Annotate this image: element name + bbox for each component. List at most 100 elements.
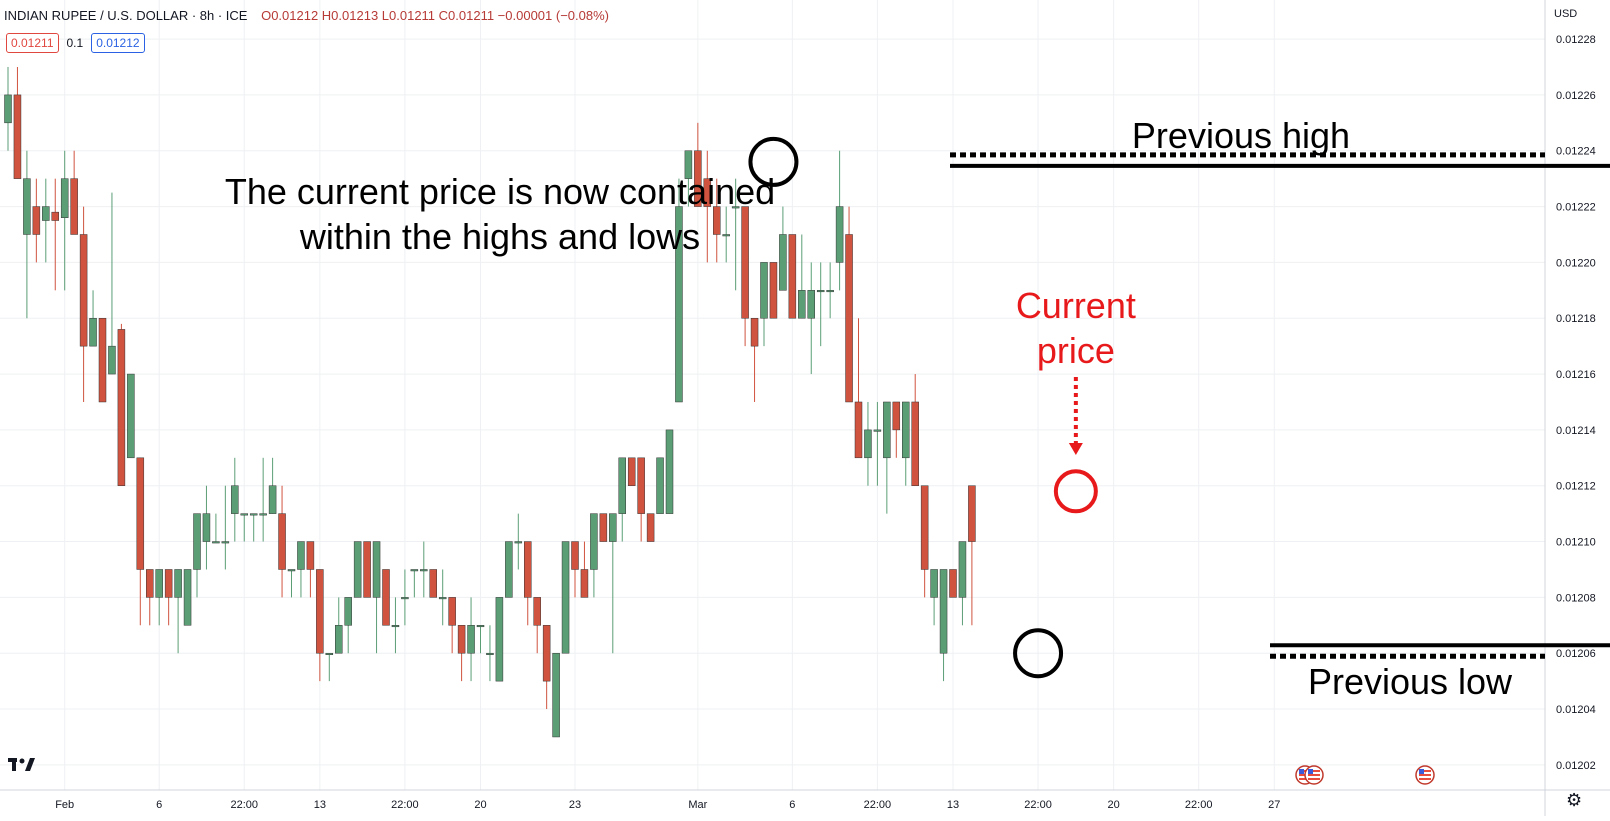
candle-body [438,597,447,600]
candle-body [363,541,371,598]
time-tick-label: 20 [474,799,486,811]
current-price-label-line-1: Current [1016,285,1136,326]
candle-body [958,541,967,598]
candle-body [89,317,97,347]
time-tick-label: 22:00 [1024,799,1052,811]
time-tick-label: 22:00 [391,799,419,811]
price-tick-label: 0.01212 [1556,481,1596,493]
candle-body [665,429,674,514]
bid-price-button[interactable]: 0.01211 [6,33,59,53]
current-price-label-line-2: price [1037,330,1115,371]
ask-price-button[interactable]: 0.01212 [91,33,145,53]
current-price-circle [1053,469,1098,514]
currency-selector[interactable]: USD [1554,8,1577,20]
candle-body [259,513,267,516]
candle-body [675,206,683,403]
candle-body [429,569,437,598]
bid-ask-row: 0.01211 0.1 0.01212 [6,33,145,53]
gear-icon[interactable]: ⚙ [1566,790,1583,810]
us-flag-icon[interactable] [1304,765,1324,785]
candle-body [968,485,976,542]
candle-body [212,541,220,544]
time-tick-label: 13 [314,799,326,811]
candle-body [864,429,872,459]
candle-body [316,569,324,654]
candle-body [79,234,88,347]
level-touch-circle [748,136,799,187]
time-tick-label: 20 [1108,799,1120,811]
candle-body [391,625,400,628]
candle-body [457,625,466,654]
candle-body [202,513,211,542]
candle-body [798,290,806,319]
candle-body [486,652,494,655]
candle-body [542,625,551,682]
candle-body [618,457,626,514]
main-annotation-line-2: within the highs and lows [299,216,700,257]
candle-body [231,485,239,514]
price-tick-label: 0.01218 [1556,313,1596,325]
candle-body [382,569,390,626]
time-tick-label: 22:00 [864,799,892,811]
candle-body [911,401,919,486]
time-tick-label: 27 [1268,799,1280,811]
us-flag-icon[interactable] [1415,765,1435,785]
time-tick-label: 6 [156,799,162,811]
previous-low-label: Previous low [1308,661,1513,702]
candle-body [694,150,702,207]
candle-body [32,206,41,235]
symbol-title[interactable]: INDIAN RUPEE / U.S. DOLLAR · 8h · ICE [4,8,248,23]
candle-body [4,94,12,124]
candle-body [769,262,778,319]
current-price-arrow-head [1068,443,1083,455]
time-tick-label: Feb [55,799,74,811]
candle-body [854,401,863,459]
time-tick-label: 22:00 [1185,799,1213,811]
candle-body [448,597,456,626]
candle-body [533,597,541,626]
candle-body [287,569,296,572]
time-tick-label: 23 [569,799,581,811]
candle-body [684,150,693,179]
candle-body [476,625,485,628]
candle-body [939,569,948,654]
candle-body [108,345,116,375]
candle-body [146,569,154,598]
candle-body [637,457,645,514]
candle-body [571,541,579,570]
tradingview-logo-icon[interactable] [8,754,38,772]
price-tick-label: 0.01222 [1556,202,1596,214]
candle-body [779,234,787,291]
candle-body [51,211,59,221]
candle-body [183,569,192,626]
candle-body [70,178,78,235]
time-tick-label: Mar [688,799,707,811]
candle-body [609,513,617,542]
previous-high-label: Previous high [1132,115,1350,156]
candle-body [731,206,740,209]
candle-body [873,429,882,432]
candle-body [590,513,598,570]
candle-body [249,513,258,516]
candle-body [722,234,730,237]
candle-body [353,541,362,598]
candle-body [401,597,409,600]
price-tick-label: 0.01224 [1556,146,1596,158]
candle-body [514,541,523,544]
candle-body [98,317,107,403]
candle-body [816,290,825,293]
candle-body [703,178,712,207]
price-tick-label: 0.01208 [1556,592,1596,604]
price-tick-label: 0.01228 [1556,34,1596,46]
candle-body [826,290,834,293]
ohlc-readout: O0.01212 H0.01213 L0.01211 C0.01211 −0.0… [261,8,609,23]
time-tick-label: 13 [947,799,959,811]
candle-body [42,206,50,221]
time-tick-label: 22:00 [230,799,258,811]
candle-body [646,513,655,542]
candle-body [580,569,589,598]
candle-body [306,541,315,570]
candle-body [344,597,352,626]
